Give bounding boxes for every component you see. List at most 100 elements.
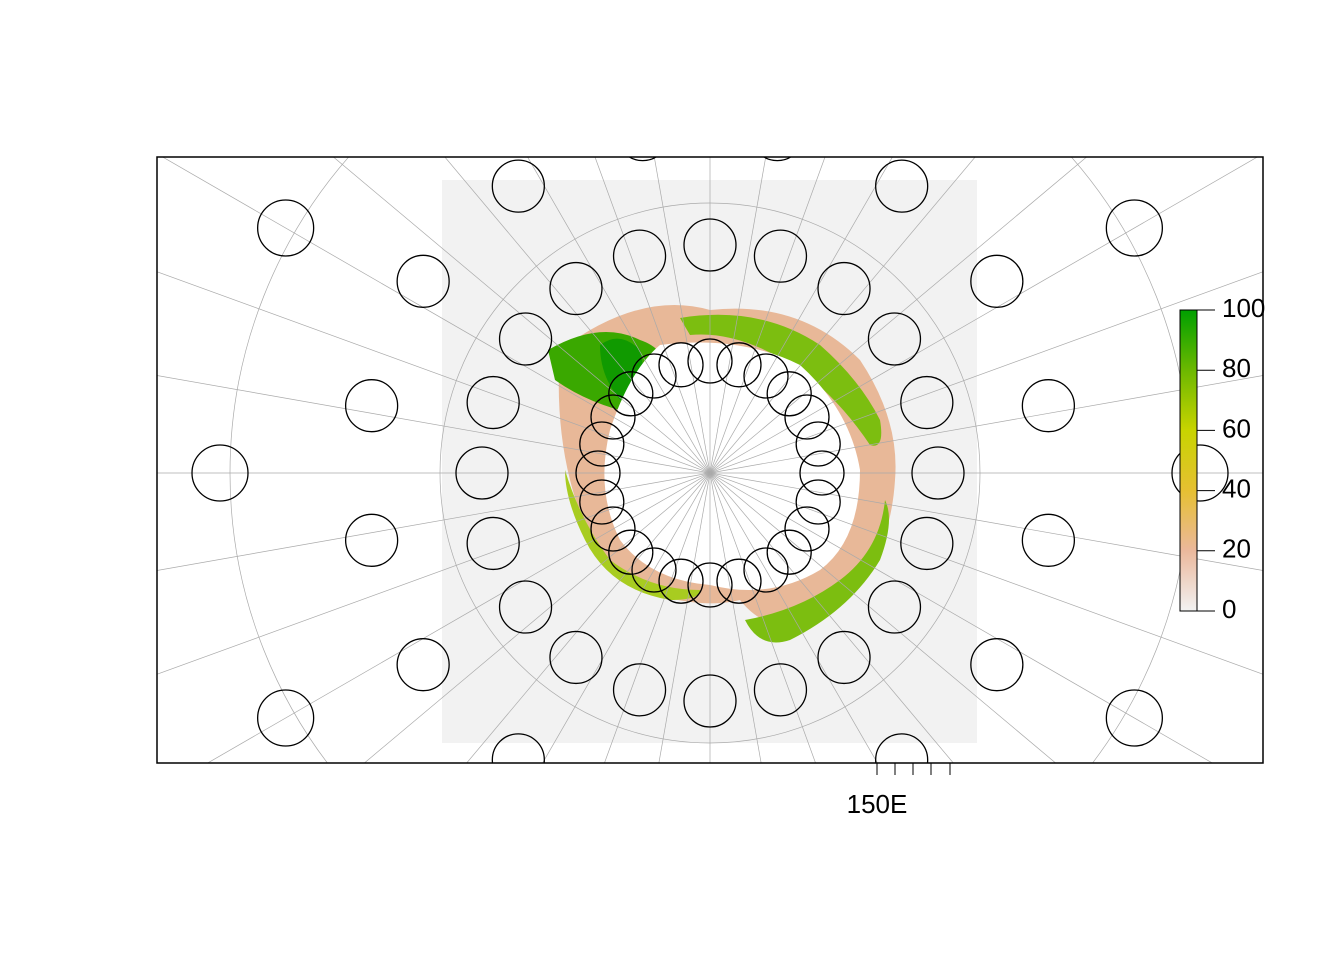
buffer-circle bbox=[256, 199, 315, 257]
colorbar-tick-label: 40 bbox=[1222, 473, 1251, 503]
buffer-circle bbox=[817, 630, 871, 685]
buffer-circle bbox=[549, 630, 603, 685]
ice-east bbox=[680, 314, 882, 446]
buffer-circle bbox=[608, 529, 654, 575]
buffer-circle bbox=[799, 450, 845, 496]
buffer-circle bbox=[784, 506, 830, 552]
buffer-circle bbox=[1105, 689, 1164, 747]
colorbar-tick-label: 0 bbox=[1222, 594, 1236, 624]
buffer-circle bbox=[1105, 199, 1164, 257]
buffer-circle bbox=[687, 338, 733, 384]
buffer-circle bbox=[579, 479, 625, 525]
buffer-circle bbox=[575, 450, 621, 496]
colorbar-tick-label: 20 bbox=[1222, 534, 1251, 564]
parallel bbox=[439, 202, 981, 744]
buffer-circle bbox=[1300, 279, 1344, 335]
buffer-circle bbox=[682, 0, 738, 11]
buffer-circle bbox=[911, 446, 965, 500]
buffer-circle bbox=[683, 218, 737, 272]
buffer-circles bbox=[64, 0, 1344, 960]
buffer-circle bbox=[455, 446, 509, 500]
buffer-circle bbox=[437, 21, 493, 77]
buffer-circle bbox=[753, 229, 808, 283]
buffer-circle bbox=[795, 479, 841, 525]
buffer-circle bbox=[64, 611, 120, 667]
buffer-circle bbox=[867, 580, 922, 634]
buffer-circle bbox=[682, 935, 738, 960]
buffer-circle bbox=[867, 312, 922, 366]
buffer-circle bbox=[784, 394, 830, 440]
colorbar-tick-label: 60 bbox=[1222, 413, 1251, 443]
x-axis-label: 150E bbox=[847, 789, 908, 819]
buffer-circle bbox=[1135, 0, 1191, 48]
colorbar-tick-label: 80 bbox=[1222, 353, 1251, 383]
buffer-circle bbox=[875, 733, 929, 763]
buffer-circle bbox=[753, 663, 808, 717]
buffer-circle bbox=[1171, 444, 1229, 502]
buffer-circle bbox=[256, 689, 315, 747]
buffer-circle bbox=[491, 733, 545, 763]
buffer-circle bbox=[716, 558, 762, 604]
buffer-circle bbox=[683, 674, 737, 728]
buffer-circle bbox=[1021, 379, 1076, 433]
buffer-circle bbox=[549, 261, 603, 316]
buffer-circle bbox=[743, 547, 789, 593]
buffer-circle bbox=[1300, 611, 1344, 667]
plot-frame bbox=[156, 156, 1264, 764]
buffer-circle bbox=[344, 379, 399, 433]
buffer-circle bbox=[1135, 898, 1191, 954]
colorbar-ticks: 0 20 40 60 80 100 bbox=[1197, 293, 1265, 624]
buffer-circle bbox=[590, 506, 636, 552]
buffer-circle bbox=[631, 353, 677, 399]
buffer-circle bbox=[631, 547, 677, 593]
buffer-circle bbox=[658, 342, 704, 388]
buffer-circle bbox=[344, 513, 399, 567]
buffer-circle bbox=[396, 254, 450, 308]
buffer-circle bbox=[229, 0, 285, 48]
buffer-circle bbox=[1021, 513, 1076, 567]
buffer-circle bbox=[191, 444, 249, 502]
buffer-circle bbox=[608, 371, 654, 417]
buffer-circle bbox=[628, 157, 658, 162]
buffer-circle bbox=[875, 159, 929, 213]
x-axis-ticks bbox=[876, 763, 951, 775]
buffer-circle bbox=[751, 785, 803, 837]
buffer-circle bbox=[762, 157, 792, 162]
buffer-circle bbox=[927, 21, 983, 77]
buffer-circle bbox=[817, 261, 871, 316]
buffer-circle bbox=[612, 663, 667, 717]
buffer-circle bbox=[579, 421, 625, 467]
ice-ross bbox=[745, 500, 889, 643]
buffer-circle bbox=[396, 638, 450, 692]
colorbar-tick-label: 100 bbox=[1222, 293, 1265, 323]
buffer-circle bbox=[927, 869, 983, 925]
buffer-circle bbox=[900, 375, 954, 430]
buffer-circle bbox=[612, 229, 667, 283]
buffer-circle bbox=[658, 558, 704, 604]
buffer-circle bbox=[766, 371, 812, 417]
buffer-circle bbox=[687, 562, 733, 608]
buffer-circle bbox=[970, 254, 1024, 308]
buffer-circle bbox=[766, 529, 812, 575]
buffer-circle bbox=[498, 580, 553, 634]
buffer-circle bbox=[491, 159, 545, 213]
buffer-circle bbox=[466, 516, 520, 571]
meridian bbox=[157, 375, 1263, 571]
buffer-circle bbox=[229, 898, 285, 954]
buffer-circle bbox=[617, 785, 669, 837]
buffer-circle bbox=[498, 312, 553, 366]
buffer-circle bbox=[716, 342, 762, 388]
buffer-circle bbox=[466, 375, 520, 430]
buffer-circle bbox=[900, 516, 954, 571]
buffer-circle bbox=[437, 869, 493, 925]
continent bbox=[604, 342, 860, 590]
buffer-circle bbox=[743, 353, 789, 399]
colorbar bbox=[1179, 309, 1198, 612]
buffer-circle bbox=[970, 638, 1024, 692]
buffer-circle bbox=[590, 394, 636, 440]
buffer-circle bbox=[64, 279, 120, 335]
buffer-circle bbox=[795, 421, 841, 467]
